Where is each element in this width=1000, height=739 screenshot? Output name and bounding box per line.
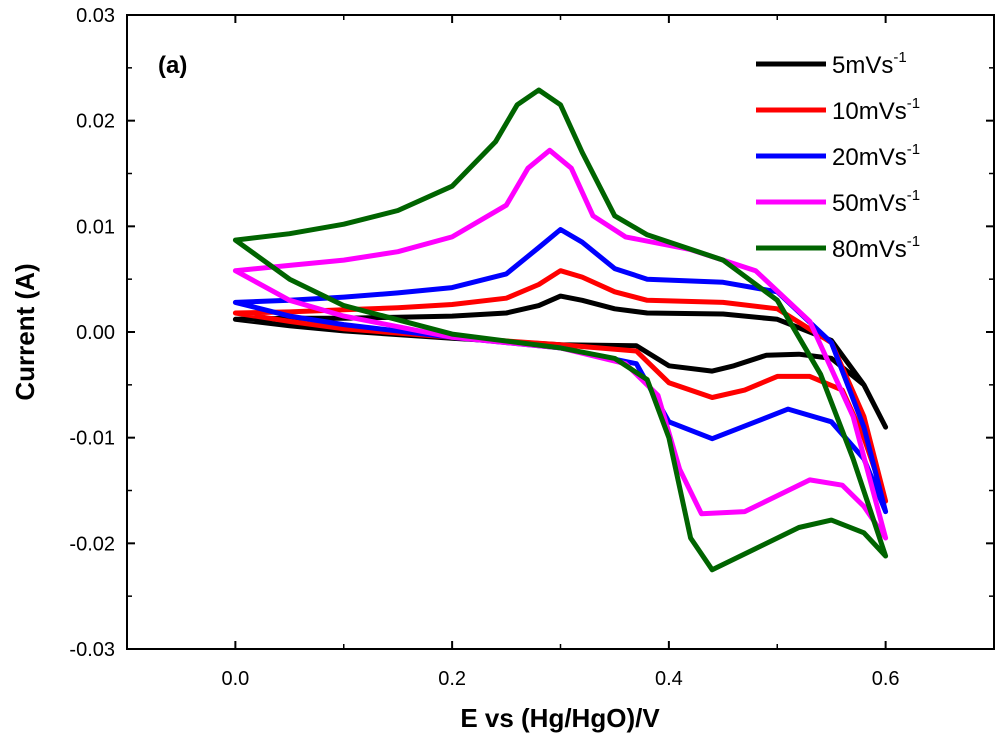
x-tick-label: 0.6	[872, 668, 900, 690]
legend-label-sup-0: -1	[893, 49, 906, 66]
panel-label: (a)	[158, 52, 187, 79]
y-tick-label: -0.03	[69, 639, 115, 661]
legend-label-sup-4: -1	[907, 233, 920, 250]
y-axis-ticks: -0.03 -0.02 -0.01 0.00 0.01 0.02 0.03	[69, 5, 994, 661]
x-tick-label: 0.0	[221, 668, 249, 690]
y-tick-label: 0.01	[76, 216, 115, 238]
y-tick-label: -0.01	[69, 428, 115, 450]
legend-label-2: 20mVs-1	[832, 141, 920, 171]
y-axis-title: Current (A)	[10, 263, 40, 400]
legend-label-3: 50mVs-1	[832, 187, 920, 217]
series-line-4	[232, 87, 889, 573]
x-axis-ticks: 0.0 0.2 0.4 0.6	[126, 15, 995, 690]
series-layer	[232, 87, 889, 573]
legend-label-1: 10mVs-1	[832, 95, 920, 125]
series-line-1	[232, 268, 889, 504]
legend-label-sup-3: -1	[907, 187, 920, 204]
legend-label-sup-2: -1	[907, 141, 920, 158]
y-tick-label: -0.02	[69, 533, 115, 555]
y-tick-label: 0.02	[76, 111, 115, 133]
legend-label-sup-1: -1	[907, 95, 920, 112]
legend-label-4: 80mVs-1	[832, 233, 920, 263]
x-axis-title: E vs (Hg/HgO)/V	[460, 703, 660, 733]
x-tick-label: 0.2	[438, 668, 466, 690]
series-line-0	[232, 293, 889, 430]
y-tick-label: 0.00	[76, 322, 115, 344]
y-tick-label: 0.03	[76, 5, 115, 27]
x-tick-label: 0.4	[655, 668, 683, 690]
